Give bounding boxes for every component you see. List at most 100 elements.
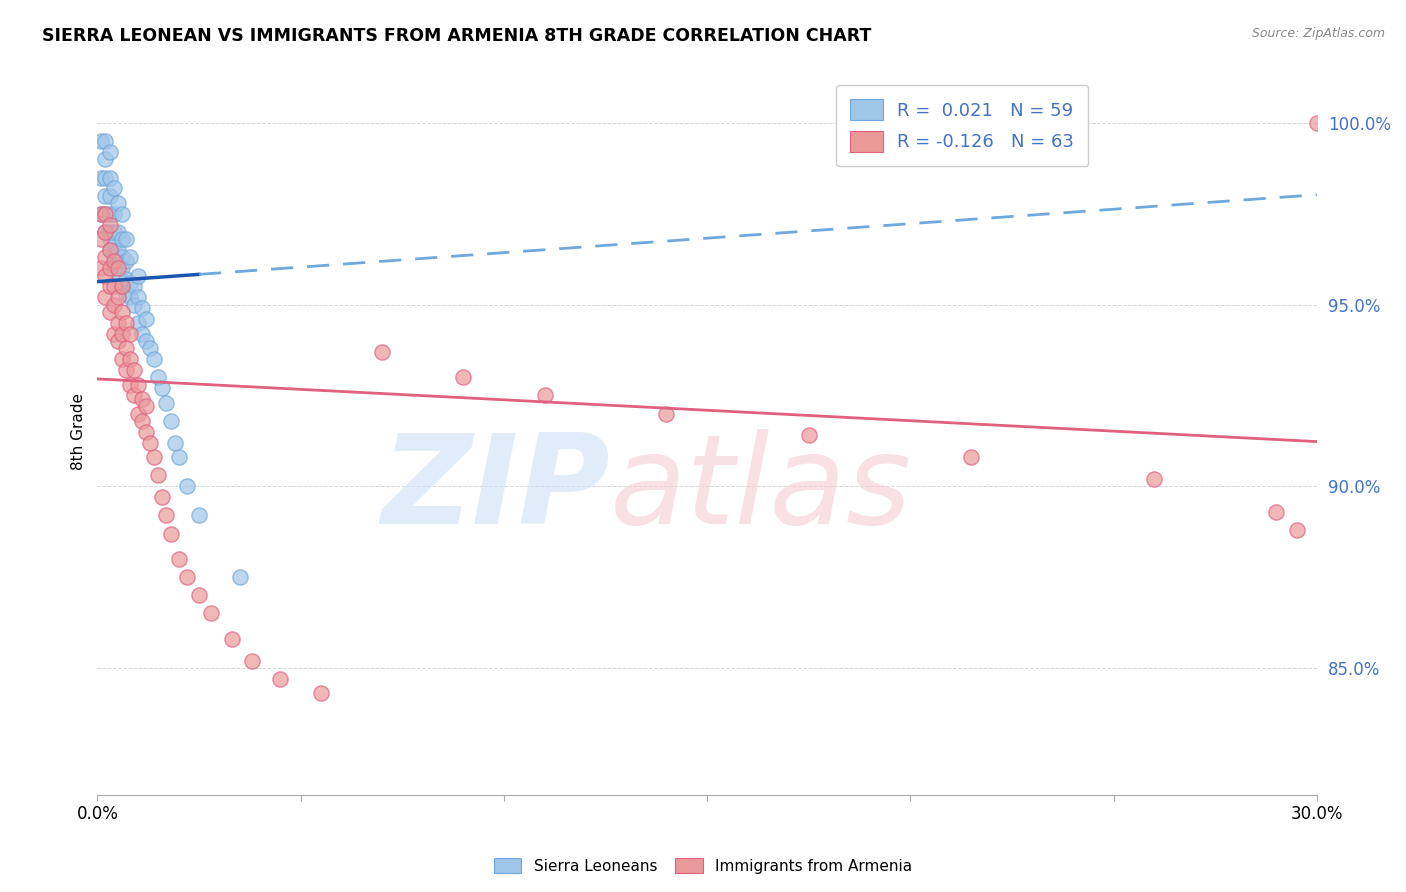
Point <box>107 196 129 211</box>
Point <box>451 370 474 384</box>
Point <box>107 316 129 330</box>
Point <box>122 279 145 293</box>
Point <box>122 298 145 312</box>
Point <box>122 388 145 402</box>
Point <box>103 207 125 221</box>
Point <box>533 388 555 402</box>
Point <box>155 508 177 523</box>
Point <box>131 414 153 428</box>
Point <box>122 363 145 377</box>
Point <box>1306 116 1329 130</box>
Point <box>127 268 149 283</box>
Point <box>98 232 121 246</box>
Point <box>103 261 125 276</box>
Point <box>94 251 117 265</box>
Point <box>94 268 117 283</box>
Point <box>118 276 141 290</box>
Point <box>94 207 117 221</box>
Point <box>107 290 129 304</box>
Point <box>98 145 121 159</box>
Point <box>90 170 112 185</box>
Point <box>111 207 134 221</box>
Point <box>228 570 250 584</box>
Point <box>221 632 243 646</box>
Point <box>139 341 162 355</box>
Point <box>98 243 121 257</box>
Point <box>127 377 149 392</box>
Point <box>114 232 136 246</box>
Point <box>131 301 153 316</box>
Point <box>309 686 332 700</box>
Point <box>118 352 141 367</box>
Point <box>107 254 129 268</box>
Point <box>148 370 170 384</box>
Point <box>797 428 820 442</box>
Point <box>98 261 121 276</box>
Point <box>155 395 177 409</box>
Point <box>118 251 141 265</box>
Point <box>103 254 125 268</box>
Point <box>114 341 136 355</box>
Point <box>98 170 121 185</box>
Point <box>94 188 117 202</box>
Point <box>167 552 190 566</box>
Point <box>960 450 983 465</box>
Point <box>103 279 125 293</box>
Point <box>98 207 121 221</box>
Point <box>107 243 129 257</box>
Point <box>90 207 112 221</box>
Point <box>107 268 129 283</box>
Point <box>269 672 291 686</box>
Text: Source: ZipAtlas.com: Source: ZipAtlas.com <box>1251 27 1385 40</box>
Text: SIERRA LEONEAN VS IMMIGRANTS FROM ARMENIA 8TH GRADE CORRELATION CHART: SIERRA LEONEAN VS IMMIGRANTS FROM ARMENI… <box>42 27 872 45</box>
Point <box>131 392 153 406</box>
Point <box>111 326 134 341</box>
Point <box>655 407 678 421</box>
Point <box>98 188 121 202</box>
Point <box>94 134 117 148</box>
Point <box>148 468 170 483</box>
Point <box>152 381 174 395</box>
Point <box>98 279 121 293</box>
Point <box>107 334 129 348</box>
Point <box>114 254 136 268</box>
Point <box>98 305 121 319</box>
Point <box>139 435 162 450</box>
Point <box>371 344 394 359</box>
Point <box>135 400 157 414</box>
Point <box>240 654 263 668</box>
Point <box>107 261 129 276</box>
Point <box>131 326 153 341</box>
Point <box>114 363 136 377</box>
Point <box>1265 505 1288 519</box>
Point <box>111 305 134 319</box>
Point <box>111 279 134 293</box>
Point <box>94 207 117 221</box>
Point <box>98 225 121 239</box>
Point <box>90 232 112 246</box>
Point <box>127 290 149 304</box>
Point <box>143 450 166 465</box>
Point <box>103 251 125 265</box>
Point <box>111 261 134 276</box>
Text: ZIP: ZIP <box>381 429 610 550</box>
Point <box>94 225 117 239</box>
Point <box>118 290 141 304</box>
Point <box>90 261 112 276</box>
Point <box>103 235 125 250</box>
Point <box>103 225 125 239</box>
Point <box>111 251 134 265</box>
Point <box>176 479 198 493</box>
Point <box>167 450 190 465</box>
Point <box>90 134 112 148</box>
Point <box>163 435 186 450</box>
Point <box>127 407 149 421</box>
Point <box>200 607 222 621</box>
Point <box>188 588 211 602</box>
Point <box>143 352 166 367</box>
Text: atlas: atlas <box>610 429 911 550</box>
Point <box>98 243 121 257</box>
Point <box>111 279 134 293</box>
Point <box>135 334 157 348</box>
Point <box>103 181 125 195</box>
